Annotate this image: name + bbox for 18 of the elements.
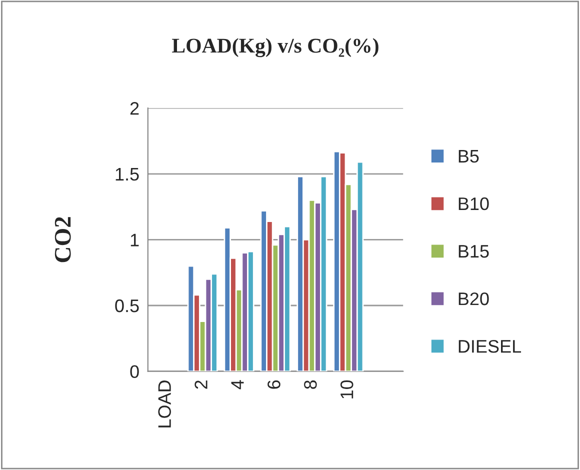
legend-label: DIESEL xyxy=(458,340,522,353)
x-tick-label: 6 xyxy=(268,380,280,389)
legend-label: B20 xyxy=(458,292,489,306)
x-tick-label: 10 xyxy=(340,380,354,398)
x-tick-label: 8 xyxy=(304,380,317,389)
y-tick-label: 1.5 xyxy=(116,168,139,181)
legend-label: B15 xyxy=(458,245,489,258)
y-tick-label: 1 xyxy=(130,234,139,246)
legend-label: B10 xyxy=(458,197,489,210)
y-tick-label: 2 xyxy=(130,102,139,115)
chart-title: LOAD(Kg) v/s CO₂(%) xyxy=(172,38,378,58)
y-axis-title: CO2 xyxy=(54,217,71,262)
y-tick-label: 0 xyxy=(130,365,139,378)
legend-label: B5 xyxy=(458,150,479,163)
y-tick-label: 0.5 xyxy=(115,299,139,312)
x-tick-label: LOAD xyxy=(158,380,171,428)
x-tick-label: 4 xyxy=(231,380,244,390)
x-tick-label: 2 xyxy=(194,380,208,389)
